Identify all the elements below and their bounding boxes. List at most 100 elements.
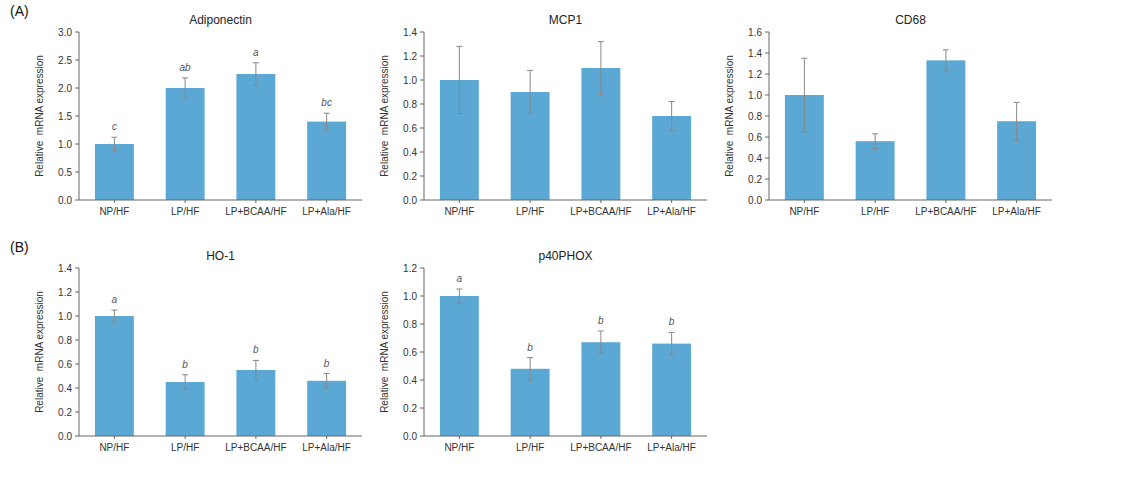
y-tick-label: 3.0 <box>58 27 72 38</box>
significance-label: b <box>598 315 604 326</box>
x-tick-label: LP+BCAA/HF <box>225 442 286 453</box>
y-tick <box>75 144 79 145</box>
x-tick <box>185 200 186 203</box>
y-tick-label: 0.2 <box>748 174 762 185</box>
error-bar-line <box>945 50 946 71</box>
y-tick-label: 1.0 <box>58 139 72 150</box>
y-axis-line <box>79 268 80 436</box>
error-bar-cap <box>456 113 462 114</box>
y-tick-label: 0.8 <box>748 111 762 122</box>
y-tick <box>420 436 424 437</box>
panel-label: (A) <box>10 3 29 19</box>
y-axis-label: Relative mRNA expression <box>724 55 735 177</box>
x-ticks: NP/HFLP/HFLP+BCAA/HFLP+Ala/HF <box>444 200 696 217</box>
y-tick <box>75 340 79 341</box>
significance-label: a <box>457 273 463 284</box>
error-bar-cap <box>669 354 675 355</box>
error-bar-line <box>185 78 186 98</box>
error-bar-line <box>530 358 531 380</box>
y-tick-label: 1.2 <box>403 51 417 62</box>
chart-title: p40PHOX <box>538 249 592 263</box>
error-bar <box>598 331 604 353</box>
y-tick <box>420 80 424 81</box>
bar <box>926 60 965 200</box>
error-bar-line <box>114 310 115 322</box>
error-bar-line <box>600 42 601 95</box>
significance-label: b <box>253 344 259 355</box>
error-bar-cap <box>598 353 604 354</box>
error-bar-cap <box>182 98 188 99</box>
y-tick <box>765 95 769 96</box>
error-bar-cap <box>872 133 878 134</box>
y-tick <box>420 128 424 129</box>
bar <box>652 344 691 436</box>
x-tick <box>114 200 115 203</box>
y-axis-line <box>424 32 425 200</box>
x-tick <box>671 200 672 203</box>
y-axis-line <box>769 32 770 200</box>
y-tick-label: 0.6 <box>403 123 417 134</box>
error-bar-line <box>114 137 115 150</box>
significance-label: b <box>324 358 330 369</box>
y-tick <box>75 32 79 33</box>
error-bar-cap <box>253 85 259 86</box>
error-bar-cap <box>253 360 259 361</box>
error-bar <box>456 46 462 113</box>
x-axis-line <box>79 200 362 201</box>
y-tick-label: 2.5 <box>58 55 72 66</box>
marks <box>440 42 691 200</box>
y-tick <box>420 152 424 153</box>
x-tick-label: LP+Ala/HF <box>992 206 1041 217</box>
error-bar-cap <box>324 130 330 131</box>
marks <box>785 50 1036 200</box>
x-tick <box>326 200 327 203</box>
x-tick-label: LP/HF <box>171 206 199 217</box>
error-bar <box>801 58 807 132</box>
error-bar-cap <box>598 331 604 332</box>
significance-label: c <box>112 121 117 132</box>
y-tick <box>765 53 769 54</box>
x-tick-label: LP+BCAA/HF <box>915 206 976 217</box>
x-tick-label: LP+BCAA/HF <box>570 442 631 453</box>
error-bar-line <box>1016 102 1017 140</box>
y-tick <box>75 364 79 365</box>
y-tick-label: 0.8 <box>403 99 417 110</box>
error-bar <box>669 332 675 354</box>
y-tick-label: 1.0 <box>403 291 417 302</box>
x-axis-line <box>769 200 1052 201</box>
error-bar-cap <box>943 49 949 50</box>
x-tick <box>459 436 460 439</box>
y-tick <box>420 104 424 105</box>
significance-label: bc <box>321 97 332 108</box>
panel-label: (B) <box>10 239 29 255</box>
y-tick <box>420 352 424 353</box>
error-bar-cap <box>1014 102 1020 103</box>
x-ticks: NP/HFLP/HFLP+BCAA/HFLP+Ala/HF <box>99 200 351 217</box>
y-tick-label: 0.5 <box>58 167 72 178</box>
significance-label: b <box>669 316 675 327</box>
y-tick-label: 0.2 <box>403 403 417 414</box>
x-tick-label: LP+BCAA/HF <box>225 206 286 217</box>
bar <box>307 381 346 436</box>
error-bar-cap <box>669 101 675 102</box>
y-tick-label: 0.4 <box>748 153 762 164</box>
y-tick-label: 1.0 <box>403 75 417 86</box>
x-tick-label: LP+Ala/HF <box>647 206 696 217</box>
x-tick <box>945 200 946 203</box>
bar <box>856 141 895 200</box>
error-bar-cap <box>324 373 330 374</box>
significance-label: a <box>112 294 118 305</box>
y-tick-label: 2.0 <box>58 83 72 94</box>
error-bar-line <box>255 63 256 85</box>
y-tick <box>420 32 424 33</box>
marks <box>95 310 346 436</box>
error-bar <box>872 134 878 149</box>
x-tick-label: NP/HF <box>789 206 819 217</box>
error-bar-line <box>459 46 460 113</box>
error-bar-cap <box>801 131 807 132</box>
significance-label: b <box>527 342 533 353</box>
error-bar <box>111 137 117 150</box>
y-tick <box>75 200 79 201</box>
y-tick-label: 0.2 <box>58 407 72 418</box>
significance-label: b <box>182 359 188 370</box>
